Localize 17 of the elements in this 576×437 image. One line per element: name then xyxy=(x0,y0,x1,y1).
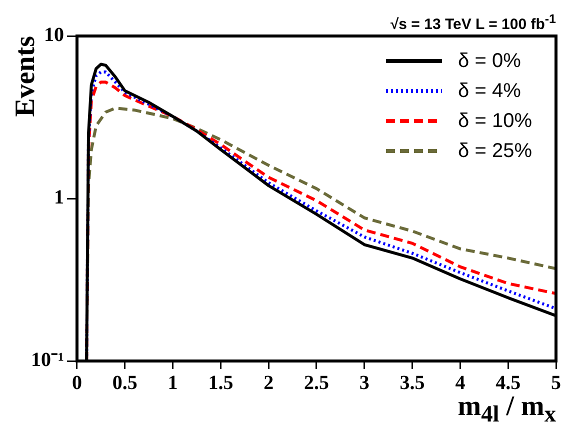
legend-label: δ = 4% xyxy=(458,80,521,102)
y-tick-label: 10⁻¹ xyxy=(30,349,64,372)
x-tick-label: 2 xyxy=(264,372,274,394)
legend-label: δ = 10% xyxy=(458,110,532,132)
text: √s = 13 TeV L = 100 fb$^{-1}$ xyxy=(390,12,556,33)
legend-label: δ = 25% xyxy=(458,140,532,162)
x-tick-label: 1.5 xyxy=(208,372,234,394)
y-tick-label: 1 xyxy=(54,186,64,209)
x-tick-label: 3.5 xyxy=(400,372,425,394)
x-tick-label: 1 xyxy=(168,372,178,394)
x-tick-label: 3 xyxy=(359,372,370,394)
x-tick-label: 0 xyxy=(72,372,82,394)
x-tick-label: 0.5 xyxy=(112,372,138,394)
legend-label: δ = 0% xyxy=(458,50,521,72)
y-tick-label: 10 xyxy=(44,24,64,46)
y-axis-title: Events xyxy=(10,36,42,119)
x-tick-label: 2.5 xyxy=(304,372,329,394)
